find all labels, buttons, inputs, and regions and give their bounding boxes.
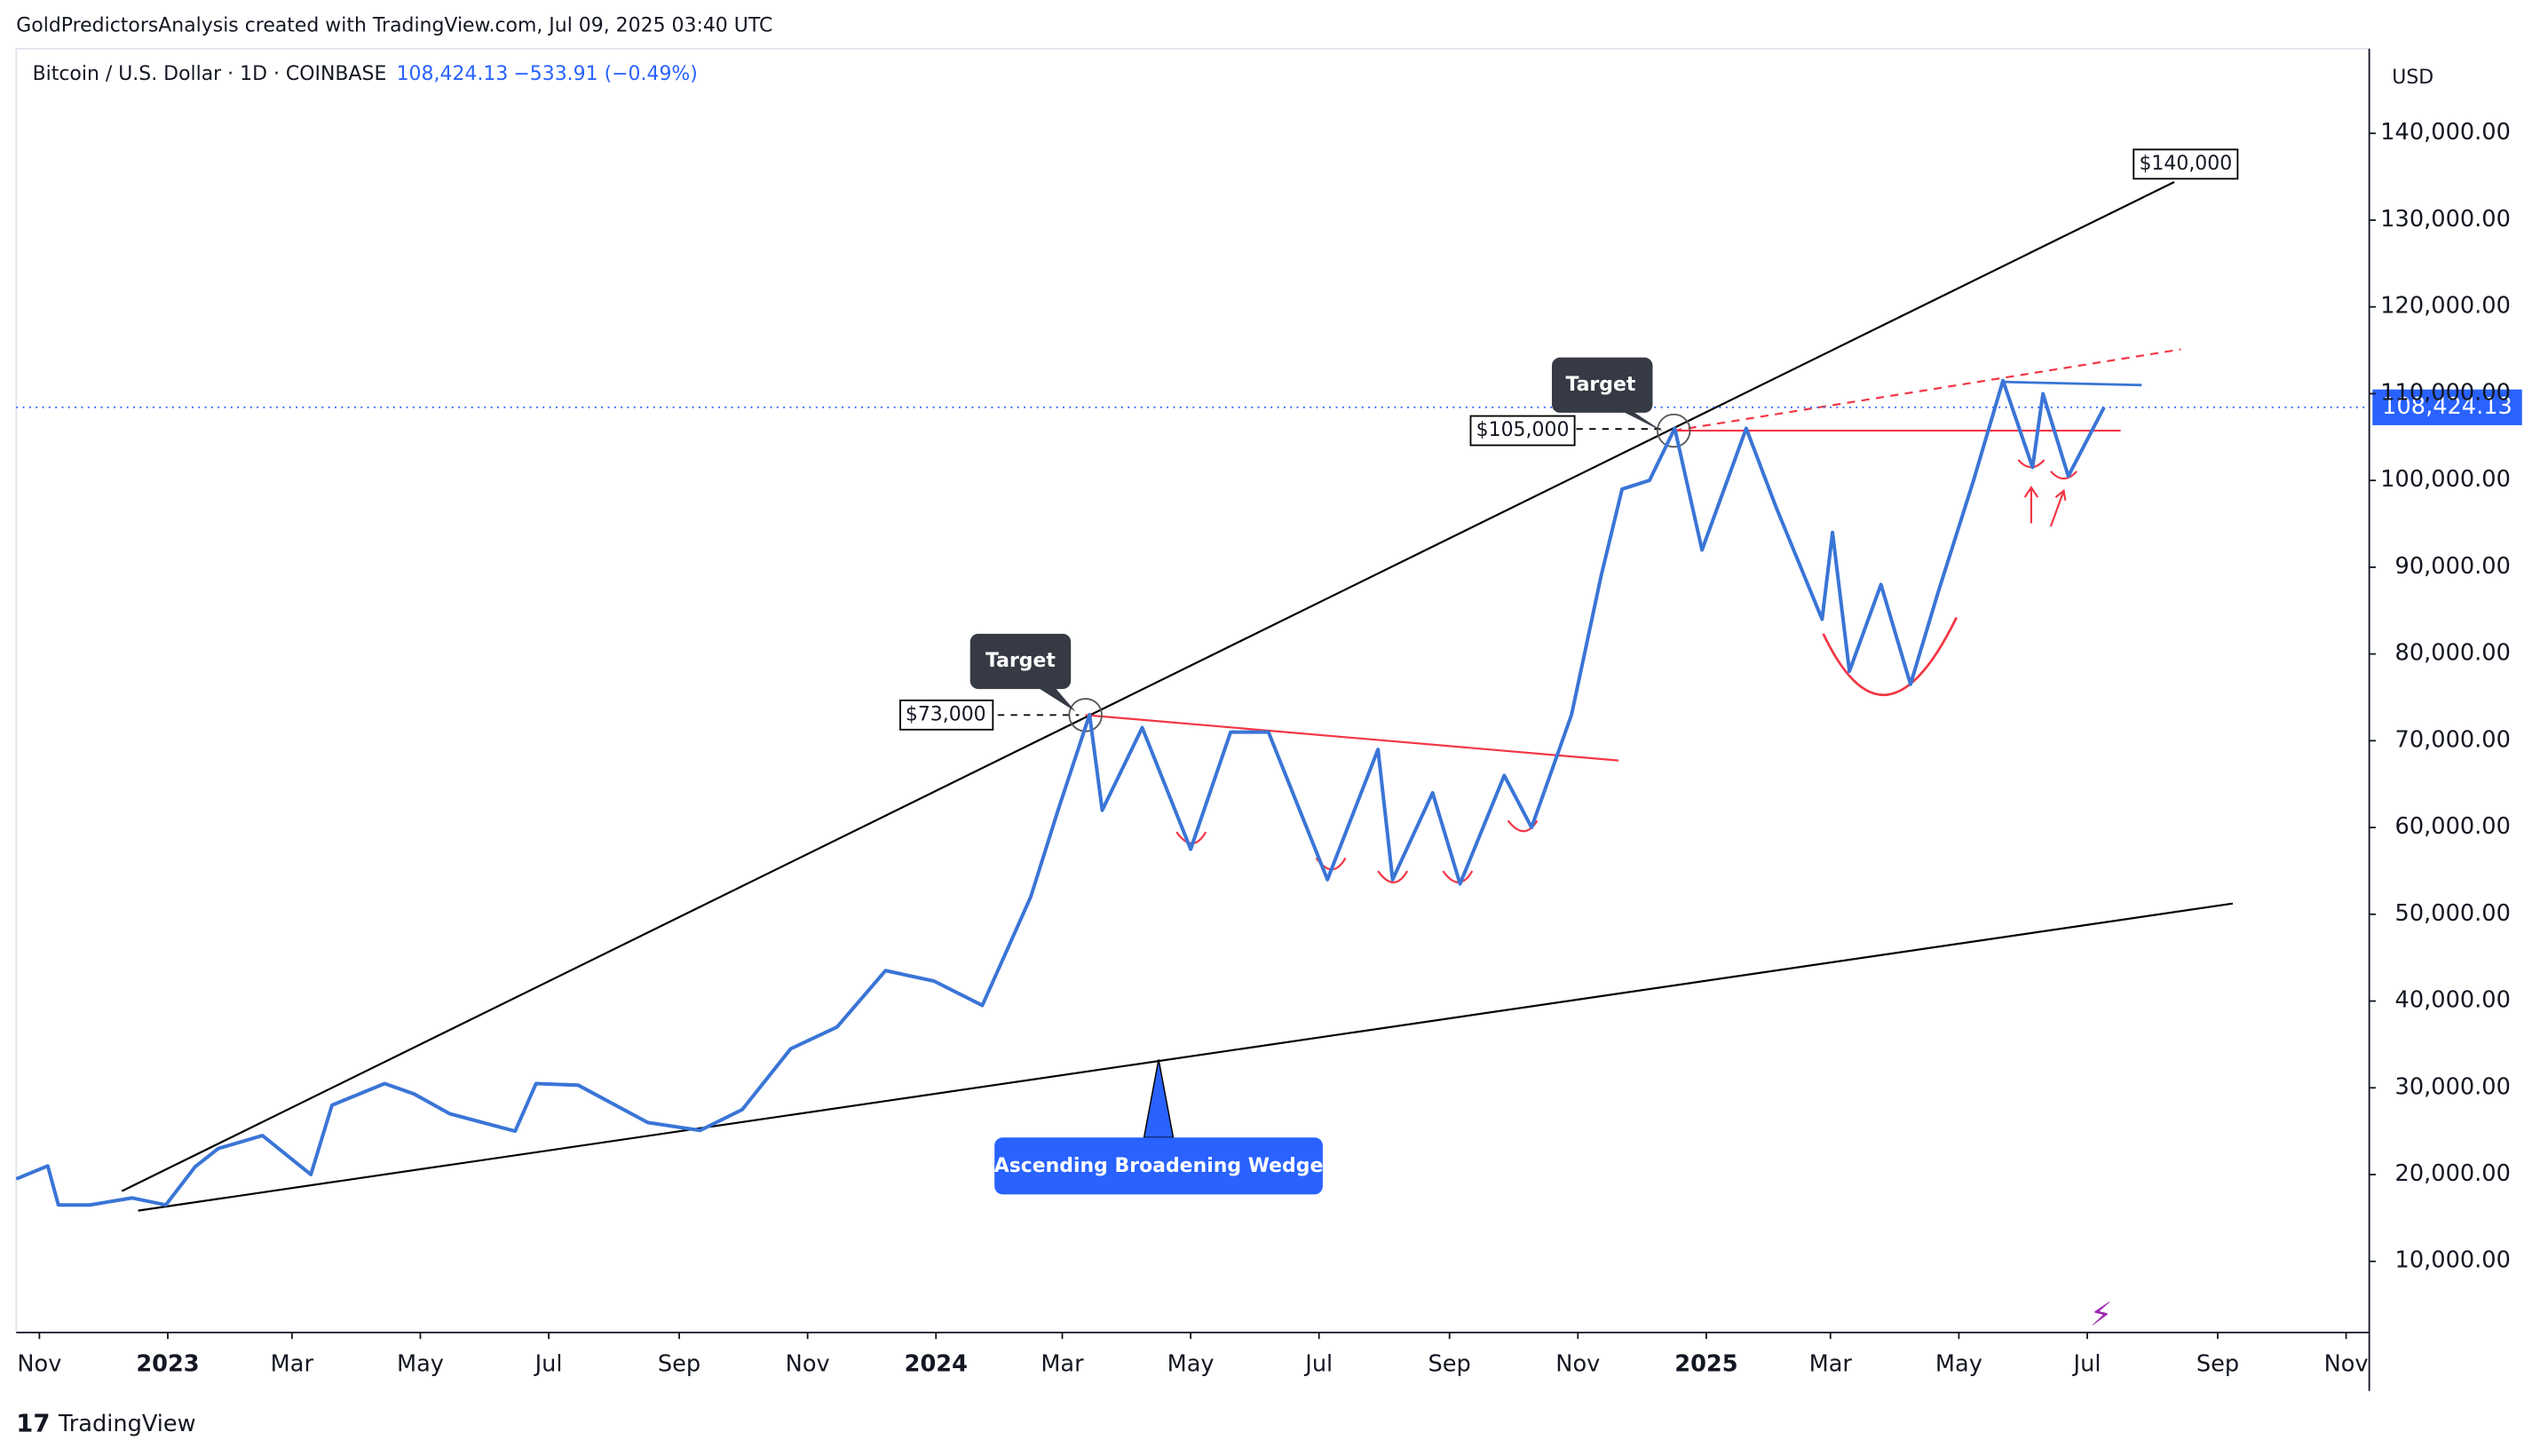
y-tick-label: 60,000.00 — [2395, 813, 2511, 840]
callout — [969, 633, 1076, 712]
x-tick-label: 2023 — [136, 1350, 199, 1377]
label-box — [2133, 148, 2239, 180]
y-tick-label: 30,000.00 — [2395, 1073, 2511, 1100]
y-tick-label: 50,000.00 — [2395, 900, 2511, 927]
x-tick-label: Mar — [1809, 1350, 1853, 1377]
label-73k: $73,000 — [906, 703, 986, 725]
marker-105k — [1657, 413, 1691, 448]
wedge-label: Ascending Broadening Wedge — [994, 1155, 1324, 1177]
x-tick-label: Nov — [1555, 1350, 1600, 1377]
wedge-label-box — [994, 1137, 1323, 1195]
attribution: GoldPredictorsAnalysis created with Trad… — [16, 14, 772, 36]
currency: USD — [2392, 67, 2433, 89]
y-tick-label: 20,000.00 — [2395, 1160, 2511, 1187]
x-tick-label: 2024 — [905, 1350, 968, 1377]
brand: TradingView — [58, 1411, 196, 1437]
brand-mark: 𝟭𝟳 — [16, 1411, 50, 1438]
label-105k: $105,000 — [1476, 419, 1570, 441]
label-box — [899, 699, 994, 731]
callout-text: Target — [1565, 374, 1635, 396]
label-140k: $140,000 — [2139, 153, 2232, 175]
x-tick-label: Nov — [17, 1350, 61, 1377]
y-tick-label: 10,000.00 — [2395, 1247, 2511, 1274]
x-tick-label: May — [397, 1350, 444, 1377]
wedge-lower — [138, 902, 2234, 1212]
x-tick-label: Sep — [1428, 1350, 1471, 1377]
dashed-trend — [1674, 348, 2181, 432]
x-tick-label: Jul — [2072, 1350, 2101, 1377]
y-tick-label: 90,000.00 — [2395, 553, 2511, 580]
x-tick-label: May — [1167, 1350, 1215, 1377]
cup — [1822, 616, 1958, 697]
x-tick-label: May — [1935, 1350, 1982, 1377]
last-price-box — [2372, 389, 2522, 425]
wedge-upper — [121, 181, 2175, 1192]
y-tick-label: 110,000.00 — [2380, 379, 2511, 406]
header-price: 108,424.13 — [397, 63, 509, 85]
callout-text: Target — [985, 650, 1056, 672]
symbol-title: Bitcoin / U.S. Dollar · 1D · COINBASE — [33, 63, 387, 85]
x-tick-label: Mar — [271, 1350, 314, 1377]
y-tick-label: 100,000.00 — [2380, 466, 2511, 493]
label-box — [1469, 415, 1576, 447]
x-tick-label: Sep — [658, 1350, 700, 1377]
last-price-label: 108,424.13 — [2382, 393, 2512, 420]
resistance-1 — [1085, 714, 1619, 762]
x-tick-label: 2025 — [1674, 1350, 1737, 1377]
blue-level — [2001, 380, 2142, 387]
x-tick-label: Jul — [1303, 1350, 1333, 1377]
logo-icon: ⚡ — [2090, 1295, 2113, 1333]
x-tick-label: Mar — [1041, 1350, 1084, 1377]
x-tick-label: Sep — [2196, 1350, 2239, 1377]
x-tick-label: Nov — [2324, 1350, 2369, 1377]
header-change: −533.91 (−0.49%) — [513, 63, 697, 85]
x-tick-label: Nov — [786, 1350, 830, 1377]
y-tick-label: 120,000.00 — [2380, 293, 2511, 320]
y-tick-label: 70,000.00 — [2395, 726, 2511, 753]
y-tick-label: 40,000.00 — [2395, 987, 2511, 1014]
x-tick-label: Jul — [534, 1350, 563, 1377]
price-line — [15, 378, 2106, 1207]
y-tick-label: 130,000.00 — [2380, 206, 2511, 233]
y-tick-label: 140,000.00 — [2380, 119, 2511, 146]
y-tick-label: 80,000.00 — [2395, 640, 2511, 667]
